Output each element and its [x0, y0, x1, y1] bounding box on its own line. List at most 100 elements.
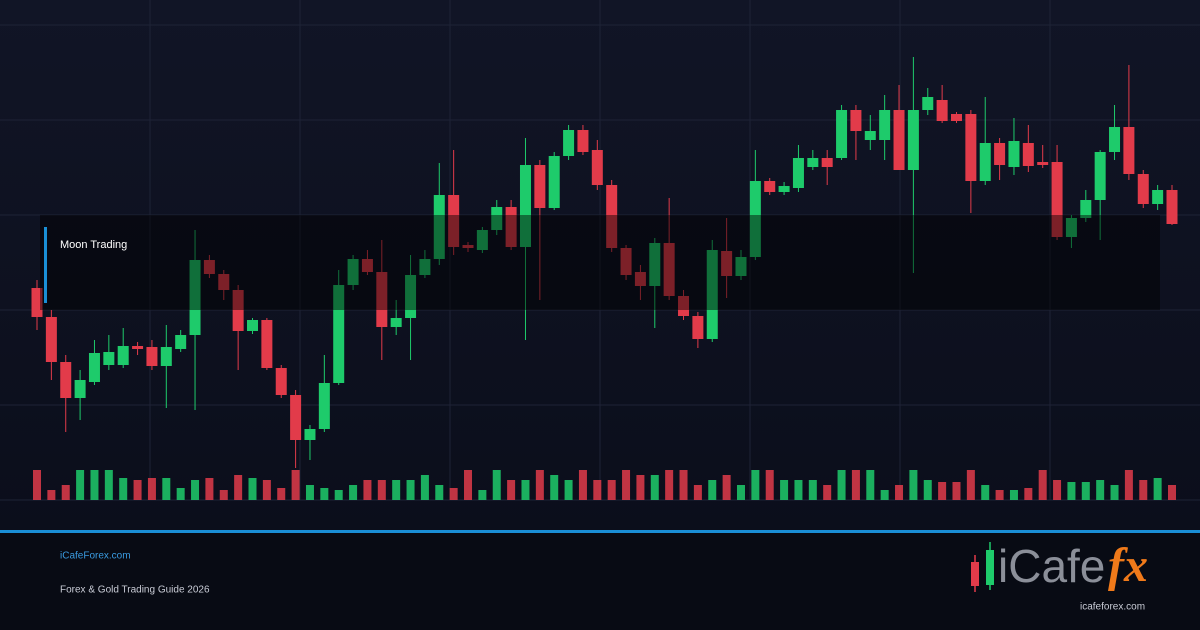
volume-bar: [377, 480, 386, 500]
candle-body: [60, 362, 72, 398]
candle-body: [1166, 190, 1178, 224]
candle-body: [663, 243, 675, 296]
volume-bar: [61, 485, 70, 500]
candle-body: [879, 110, 891, 140]
volume-bar: [823, 485, 832, 500]
vertical-grid: [149, 0, 1051, 500]
volume-bar: [780, 480, 789, 500]
candle-body: [606, 185, 618, 248]
volume-bar: [1067, 482, 1076, 500]
candle-body: [1094, 152, 1106, 200]
volume-bar: [1168, 485, 1176, 500]
volume-bar: [507, 480, 516, 500]
candle-body: [979, 143, 991, 181]
candle-body: [807, 158, 819, 167]
volume-bar: [449, 488, 458, 500]
volume-bar: [191, 480, 200, 500]
volume-bar: [751, 470, 760, 500]
divider: [0, 530, 1200, 533]
candle-body: [735, 257, 747, 276]
candle-body: [649, 243, 661, 286]
volume-bar: [363, 480, 372, 500]
footer-site: iCafeForex.com: [60, 551, 131, 562]
volume-bar: [981, 485, 990, 500]
volume-bar: [133, 480, 142, 500]
volume-bar: [1081, 482, 1090, 500]
candle-body: [290, 395, 302, 440]
volume-bar: [693, 485, 702, 500]
volume-bar: [938, 482, 947, 500]
volume-bar: [492, 470, 501, 500]
candle-body: [333, 285, 345, 383]
candle-body: [117, 346, 129, 365]
candle-body: [1123, 127, 1135, 174]
volume-bar: [47, 490, 56, 500]
footer: [0, 533, 1200, 630]
candle-body: [634, 272, 646, 286]
volume-bar: [262, 480, 271, 500]
volume-bar: [176, 488, 185, 500]
candle-body: [88, 353, 100, 382]
volume-bar: [334, 490, 343, 500]
volume-bar: [147, 478, 156, 500]
candle-body: [591, 150, 603, 185]
footer-subtitle: Forex & Gold Trading Guide 2026: [60, 585, 210, 596]
candle-body: [1080, 200, 1092, 218]
candle-body: [175, 335, 187, 349]
volume-bar: [219, 490, 228, 500]
candle-body: [548, 156, 560, 208]
candle-body: [519, 165, 531, 247]
candle-body: [1051, 162, 1063, 237]
volume-bar: [578, 470, 587, 500]
candle-body: [146, 347, 158, 366]
volume-bar: [923, 480, 932, 500]
volume-bar: [722, 475, 731, 500]
volume-bar: [866, 470, 875, 500]
candle-body: [405, 275, 417, 318]
candle-body: [505, 207, 517, 247]
volume-bar: [420, 475, 429, 500]
candle-body: [1037, 162, 1049, 165]
volume-bar: [320, 488, 329, 500]
overlay-accent: [44, 227, 47, 303]
volume-bar: [464, 470, 473, 500]
candle-body: [304, 429, 316, 440]
candle-body: [433, 195, 445, 259]
candle-body: [419, 259, 431, 275]
volume-bar: [478, 490, 487, 500]
volume-bar: [708, 480, 717, 500]
volume-bar: [291, 470, 300, 500]
volume-bar: [837, 470, 846, 500]
candle-body: [907, 110, 919, 170]
candle-body: [563, 130, 575, 156]
volume-bar: [736, 485, 745, 500]
volume-bar: [895, 485, 904, 500]
volume-bar: [392, 480, 401, 500]
volume-bar: [564, 480, 573, 500]
volume-bar: [1053, 480, 1062, 500]
volume-bar: [76, 470, 85, 500]
volume-bar: [665, 470, 674, 500]
overlay-box: [40, 215, 1160, 310]
candle-body: [218, 274, 230, 290]
volume-bar: [794, 480, 803, 500]
volume-bar: [909, 470, 918, 500]
volume-bar: [622, 470, 631, 500]
candle-body: [764, 181, 776, 192]
candle-body: [534, 165, 546, 208]
candle-body: [247, 320, 259, 331]
volume-bar: [650, 475, 659, 500]
candle-body: [103, 352, 115, 365]
volume-bar: [607, 480, 616, 500]
volume-bar: [880, 490, 889, 500]
candle-body: [476, 230, 488, 250]
candle-body: [31, 288, 43, 317]
candle-body: [620, 248, 632, 275]
volume-bar: [90, 470, 99, 500]
volume-bar: [593, 480, 602, 500]
volume-bar: [406, 480, 415, 500]
candle-body: [706, 250, 718, 339]
logo-word: iCafe: [998, 540, 1105, 592]
logo-icon: [971, 542, 994, 592]
